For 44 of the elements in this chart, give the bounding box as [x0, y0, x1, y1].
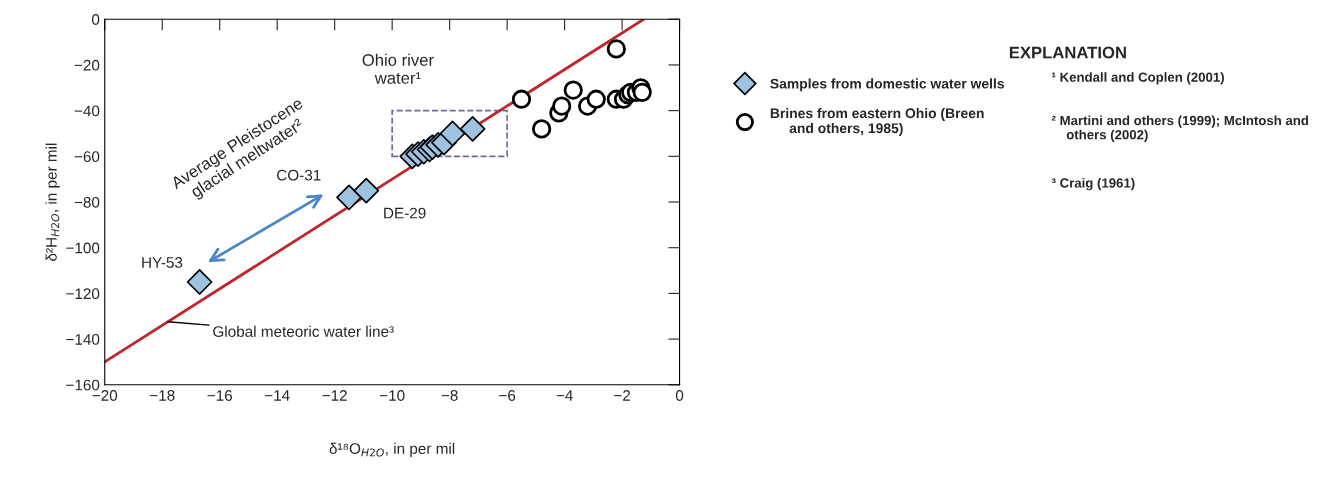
y-tick-label: −40: [74, 105, 100, 117]
x-tick-label: −14: [264, 390, 290, 401]
point: [532, 119, 552, 139]
x-tick-label: −10: [379, 390, 405, 401]
legend-title: EXPLANATION: [1009, 46, 1126, 59]
y-tick-label: −60: [74, 151, 100, 163]
text: ² Martini and others (1999); McIntosh and others (2002): [1051, 115, 1309, 142]
y-tick-label: −160: [66, 379, 100, 391]
text: ³ Craig (1961): [1051, 177, 1135, 191]
x-tick-label: −6: [499, 390, 516, 401]
y-tick-label: 0: [91, 14, 100, 25]
x-tick-label: −8: [441, 390, 458, 401]
x-tick-label: −18: [150, 390, 175, 401]
x-tick-label: −16: [207, 390, 232, 401]
legend-label: Brines from eastern Ohio (Breen and others, 1985): [770, 107, 984, 136]
x-tick-label: −20: [92, 390, 118, 401]
x-axis-title: δ¹⁸O$_{H2O}$, in per mil: [329, 442, 455, 458]
point: [336, 184, 362, 211]
annotation: DE-29: [384, 207, 426, 219]
x-tick-label: −2: [614, 390, 631, 401]
annotation: Global meteoric water line³: [213, 325, 394, 337]
y-tick-label: −20: [74, 59, 100, 71]
point: [186, 269, 213, 295]
x-tick-label: −4: [556, 390, 573, 401]
y-axis-title: δ²H$_{H2O}$, in per mil: [45, 143, 60, 261]
y-tick-label: −100: [66, 242, 100, 254]
point: [552, 96, 572, 116]
point: [353, 177, 380, 204]
annotation: HY-53: [142, 257, 183, 268]
point: [511, 89, 532, 109]
y-tick-label: −140: [66, 333, 100, 345]
point: [606, 39, 626, 59]
y-tick-label: −120: [66, 288, 100, 300]
y-tick-label: −80: [74, 196, 100, 208]
point: [439, 120, 466, 147]
x-tick-label: 0: [675, 390, 684, 401]
x-tick-label: −12: [322, 390, 347, 401]
point: [459, 116, 486, 142]
legend-label: Samples from domestic water wells: [770, 78, 1004, 92]
annotation: CO-31: [277, 169, 321, 181]
text: ¹ Kendall and Coplen (2001): [1052, 72, 1224, 85]
point: [563, 80, 583, 100]
point: [586, 89, 606, 109]
annotation: Ohio river water¹: [362, 53, 434, 84]
